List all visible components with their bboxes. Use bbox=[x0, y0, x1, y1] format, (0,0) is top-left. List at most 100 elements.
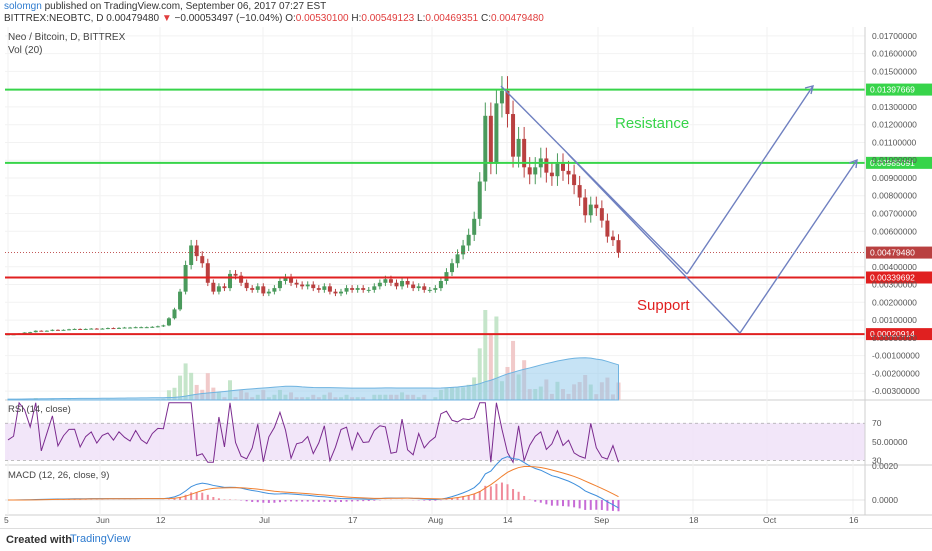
macd-histogram-bar bbox=[601, 500, 603, 510]
candle bbox=[178, 292, 182, 310]
candle bbox=[322, 286, 326, 290]
price-chart[interactable]: 0.004794800.013976690.009850910.00339692… bbox=[0, 0, 932, 528]
candle bbox=[328, 286, 332, 291]
candle bbox=[206, 263, 210, 283]
candle bbox=[555, 164, 559, 176]
x-tick-label: 18 bbox=[689, 515, 699, 525]
macd-histogram-bar bbox=[556, 500, 558, 506]
macd-histogram-bar bbox=[507, 484, 509, 500]
macd-histogram-bar bbox=[573, 500, 575, 507]
rsi-tick-label: 70 bbox=[872, 418, 882, 428]
y-tick-label: 0.00100000 bbox=[872, 315, 917, 325]
macd-histogram-bar bbox=[273, 500, 275, 503]
y-tick-label: 0.01100000 bbox=[872, 137, 917, 147]
candle bbox=[605, 221, 609, 237]
candle bbox=[67, 329, 71, 330]
x-tick-label: 12 bbox=[156, 515, 166, 525]
candle bbox=[217, 286, 221, 291]
candle bbox=[167, 318, 171, 325]
macd-histogram-bar bbox=[368, 500, 370, 501]
candle bbox=[300, 285, 304, 287]
y-tick-label: 0.01700000 bbox=[872, 31, 917, 41]
candle bbox=[544, 158, 548, 172]
macd-histogram-bar bbox=[201, 493, 203, 500]
candle bbox=[378, 283, 382, 287]
candle bbox=[339, 292, 343, 294]
macd-histogram-bar bbox=[196, 492, 198, 500]
candle bbox=[450, 263, 454, 272]
y-tick-label: 0.00700000 bbox=[872, 209, 917, 219]
candle bbox=[123, 328, 127, 329]
candle bbox=[589, 205, 593, 216]
y-tick-label: 0.00400000 bbox=[872, 262, 917, 272]
candle bbox=[39, 331, 43, 332]
resistance-price-label: 0.01397669 bbox=[870, 85, 915, 95]
candle bbox=[128, 328, 132, 329]
candle bbox=[600, 208, 604, 220]
candle bbox=[34, 331, 38, 332]
macd-histogram-bar bbox=[445, 499, 447, 500]
candle bbox=[583, 198, 587, 216]
macd-histogram-bar bbox=[301, 500, 303, 502]
macd-histogram-bar bbox=[534, 500, 536, 502]
y-tick-label: -0.00200000 bbox=[872, 368, 920, 378]
candle bbox=[278, 281, 282, 288]
tradingview-logo[interactable]: TradingView bbox=[70, 533, 131, 545]
macd-histogram-bar bbox=[595, 500, 597, 510]
candle bbox=[261, 286, 265, 293]
candle bbox=[211, 283, 215, 292]
x-tick-label: Sep bbox=[594, 515, 609, 525]
candle bbox=[550, 173, 554, 177]
candle bbox=[478, 182, 482, 219]
candle bbox=[95, 329, 99, 330]
candle bbox=[295, 283, 299, 285]
candle bbox=[395, 283, 399, 287]
candle bbox=[245, 283, 249, 288]
y-tick-label: -0.00100000 bbox=[872, 351, 920, 361]
macd-histogram-bar bbox=[495, 484, 497, 500]
candle bbox=[361, 288, 365, 290]
candle bbox=[417, 286, 421, 288]
rsi-band bbox=[5, 423, 865, 460]
rsi-title: RSI (14, close) bbox=[8, 404, 71, 415]
candle bbox=[145, 327, 149, 328]
projection-line bbox=[740, 160, 857, 333]
macd-histogram-bar bbox=[229, 499, 231, 500]
macd-histogram-bar bbox=[512, 489, 514, 500]
candle bbox=[200, 256, 204, 263]
candle bbox=[161, 325, 165, 326]
y-tick-label: 0.00800000 bbox=[872, 191, 917, 201]
macd-histogram-bar bbox=[429, 500, 431, 501]
candle bbox=[139, 327, 143, 328]
macd-histogram-bar bbox=[568, 500, 570, 507]
candle bbox=[528, 167, 532, 174]
candle bbox=[150, 327, 154, 328]
candle bbox=[533, 167, 537, 174]
y-tick-label: 0.00900000 bbox=[872, 173, 917, 183]
macd-histogram-bar bbox=[312, 500, 314, 502]
candle bbox=[422, 286, 426, 290]
macd-histogram-bar bbox=[540, 500, 542, 503]
candle bbox=[50, 330, 54, 331]
macd-tick-label: 0.0000 bbox=[872, 495, 898, 505]
candle bbox=[356, 288, 360, 290]
candle bbox=[222, 286, 226, 288]
macd-histogram-bar bbox=[362, 500, 364, 501]
candle bbox=[272, 288, 276, 292]
candle bbox=[578, 185, 582, 197]
candle bbox=[62, 330, 66, 331]
macd-histogram-bar bbox=[257, 500, 259, 502]
candle bbox=[173, 309, 177, 318]
text-labels: Neo / Bitcoin, D, BITTREX Vol (20) RSI (… bbox=[8, 32, 690, 481]
candle bbox=[439, 281, 443, 288]
candle bbox=[106, 328, 110, 329]
candle bbox=[483, 116, 487, 182]
macd-tick-label: 0.0020 bbox=[872, 461, 898, 471]
created-with-label: Created with bbox=[6, 534, 72, 546]
macd-histogram-bar bbox=[373, 500, 375, 501]
candle bbox=[561, 164, 565, 171]
candle bbox=[73, 329, 77, 330]
macd-histogram-bar bbox=[473, 494, 475, 500]
candle bbox=[406, 281, 410, 285]
macd-histogram-bar bbox=[290, 500, 292, 501]
